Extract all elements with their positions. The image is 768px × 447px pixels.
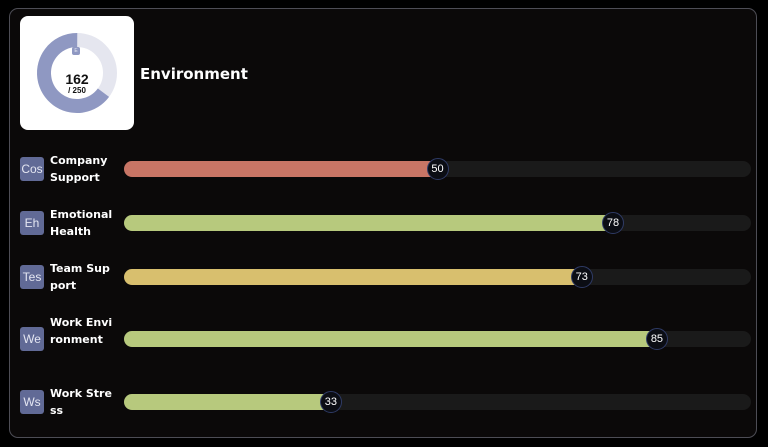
- metric-bar-fill: [124, 161, 438, 177]
- metric-label: Company Support: [50, 154, 108, 184]
- metric-icon: We: [20, 327, 44, 351]
- metric-row-company-support: Cos Company Support 50: [10, 152, 758, 186]
- metric-icon: Cos: [20, 157, 44, 181]
- metric-value-knob[interactable]: 50: [426, 158, 449, 180]
- score-gauge-card: E 162 / 250: [20, 16, 134, 130]
- metric-icon: Eh: [20, 211, 44, 235]
- metric-bar-fill: [124, 269, 582, 285]
- metric-value-knob[interactable]: 78: [602, 212, 625, 234]
- metric-label: Emotional Health: [50, 208, 113, 238]
- score-total: / 250: [68, 86, 86, 95]
- score-gauge: [37, 33, 117, 113]
- card-title: Environment: [140, 65, 248, 83]
- metric-icon: Tes: [20, 265, 44, 289]
- metric-bar-track: 33: [124, 391, 751, 413]
- metric-row-work-stress: Ws Work Stress 33: [10, 385, 758, 419]
- metric-label: Team Support: [50, 262, 110, 292]
- score-value: 162: [65, 71, 89, 87]
- metric-bar-fill: [124, 215, 614, 231]
- score-badge-icon: E: [72, 47, 80, 55]
- gauge-fill: [37, 33, 117, 113]
- metric-label: Work Environment: [50, 316, 113, 346]
- metric-row-emotional-health: Eh Emotional Health 78: [10, 206, 758, 240]
- metric-value-knob[interactable]: 85: [645, 328, 668, 350]
- metric-value-knob[interactable]: 73: [570, 266, 593, 288]
- metric-bar-fill: [124, 394, 331, 410]
- environment-card: E 162 / 250 Environment Cos Company Supp…: [9, 8, 757, 438]
- metric-bar-track: 78: [124, 212, 751, 234]
- metric-bar-fill: [124, 331, 657, 347]
- metric-label: Work Stress: [50, 387, 112, 417]
- metric-icon: Ws: [20, 390, 44, 414]
- metric-bar-track: 85: [124, 328, 751, 350]
- metric-bar-track: 73: [124, 266, 751, 288]
- metric-value-knob[interactable]: 33: [319, 391, 342, 413]
- metric-row-team-support: Tes Team Support 73: [10, 260, 758, 294]
- metric-bar-track: 50: [124, 158, 751, 180]
- metric-row-work-environment: We Work Environment 85: [10, 314, 758, 365]
